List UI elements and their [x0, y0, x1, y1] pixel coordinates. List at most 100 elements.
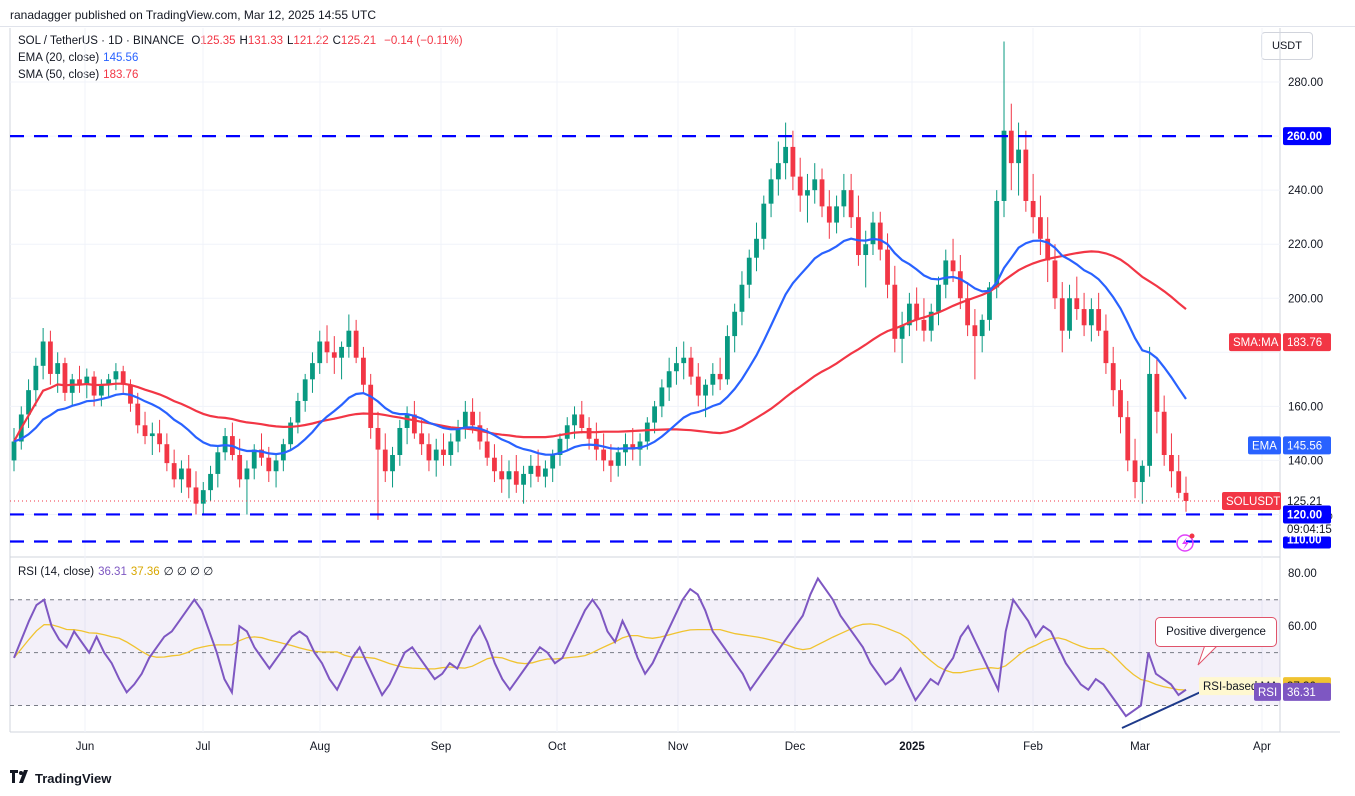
candle-body [470, 411, 476, 426]
candle-body [433, 449, 439, 461]
sma-value-tag: 183.76 [1287, 337, 1322, 349]
candle-body [579, 414, 585, 428]
ema-value: 145.56 [103, 52, 139, 64]
level-120-tag-bg [1283, 505, 1331, 524]
candle-body [528, 465, 534, 474]
ema-value-tag: 145.56 [1287, 440, 1322, 452]
price-tick: 240.00 [1288, 185, 1323, 197]
candle-body [652, 406, 657, 423]
candle-body [739, 284, 745, 312]
candle-body [419, 433, 425, 445]
ema-value-tag-bg [1283, 436, 1331, 455]
candle-body [972, 325, 978, 337]
alert-icon [1176, 534, 1194, 552]
bar-countdown: 09:04:15 [1287, 524, 1332, 536]
candle-body [812, 179, 818, 191]
sma-name-tag-bg [1229, 333, 1281, 352]
candle-body [994, 200, 1000, 288]
candle-body [251, 449, 257, 469]
candle-body [921, 319, 927, 331]
candle-body [288, 422, 294, 445]
candle-body [870, 222, 876, 245]
candle-body [200, 490, 206, 504]
rsi-value-tag: 36.31 [1287, 687, 1316, 699]
candle-body [1139, 465, 1145, 483]
divergence-trendline [1121, 689, 1206, 729]
candle-body [1023, 149, 1029, 201]
symbol-name-tag-bg [1222, 491, 1281, 510]
candle-body [724, 336, 730, 380]
candle-body [717, 373, 723, 380]
symbol-name: SOL / TetherUS · 1D · BINANCE [18, 35, 185, 47]
rsi-value-tag-bg [1283, 682, 1331, 701]
candle-body [317, 341, 323, 364]
candle-body [331, 352, 337, 358]
time-axis-label: Dec [785, 741, 806, 753]
candle-body [120, 371, 126, 385]
candle-body [936, 284, 941, 312]
candle-body [339, 346, 344, 358]
ohlc-key: C [332, 35, 341, 47]
candle-body [674, 363, 679, 372]
rsi-label: RSI (14, close) [18, 566, 95, 578]
candle-body [1067, 298, 1072, 331]
brand-name: TradingView [35, 770, 112, 786]
candle-body [164, 444, 170, 464]
candle-body [1176, 471, 1182, 493]
candle-body [244, 468, 250, 480]
level-110-tag: 110.00 [1287, 534, 1322, 546]
sma-50-line [13, 250, 1187, 443]
candle-body [659, 387, 665, 407]
published-header: ranadagger published on TradingView.com,… [10, 8, 377, 22]
candle-body [615, 452, 621, 466]
candle-body [1103, 330, 1109, 364]
ema-name-tag: EMA [1252, 440, 1277, 452]
candle-body [768, 179, 774, 204]
candle-body [1161, 411, 1167, 456]
candle-body [732, 311, 738, 337]
candle-body [783, 146, 789, 164]
candle-body [397, 427, 403, 456]
candle-body [601, 449, 607, 461]
bolt-icon [1182, 537, 1189, 550]
candle-body [1132, 460, 1138, 483]
candle-body [637, 441, 643, 450]
level-120-tag: 120.00 [1287, 509, 1322, 521]
rsi-ma-value: 37.36 [130, 566, 160, 578]
rsi-name-tag: RSI [1258, 687, 1277, 699]
symbol-name-tag: SOLUSDT [1226, 496, 1280, 508]
candle-body [746, 257, 752, 285]
candle-body [441, 449, 446, 456]
last-price-value: 125.21 [1287, 496, 1322, 508]
price-tick: 140.00 [1288, 455, 1323, 467]
candle-body [987, 287, 992, 320]
candle-body [906, 303, 912, 326]
tradingview-brand[interactable]: TradingView [10, 770, 111, 786]
candle-body [703, 384, 708, 396]
candle-body [1081, 309, 1087, 326]
alert-dot-icon [1189, 533, 1195, 539]
candle-body [557, 438, 563, 456]
ohlc-value: 125.21 [340, 35, 377, 47]
positive-divergence-callout: Positive divergence [1155, 617, 1277, 647]
price-tick: 280.00 [1288, 77, 1323, 89]
candle-body [237, 455, 243, 480]
level-260-tag-bg [1283, 127, 1331, 146]
candle-body [40, 341, 46, 366]
candle-body [157, 433, 162, 445]
candle-body [819, 179, 825, 207]
candle-body [564, 425, 570, 439]
candle-body [644, 422, 650, 442]
rsi-tick: 60.00 [1288, 621, 1317, 633]
candle-body [848, 190, 854, 218]
tradingview-logo-icon [10, 770, 30, 786]
ohlc-value: 131.33 [247, 35, 284, 47]
candle-body [608, 460, 614, 466]
candle-body [681, 357, 687, 364]
time-axis-label: 2025 [899, 741, 925, 753]
candle-body [979, 319, 985, 337]
candle-body [382, 449, 388, 472]
candle-body [492, 457, 497, 472]
candle-body [302, 379, 308, 401]
